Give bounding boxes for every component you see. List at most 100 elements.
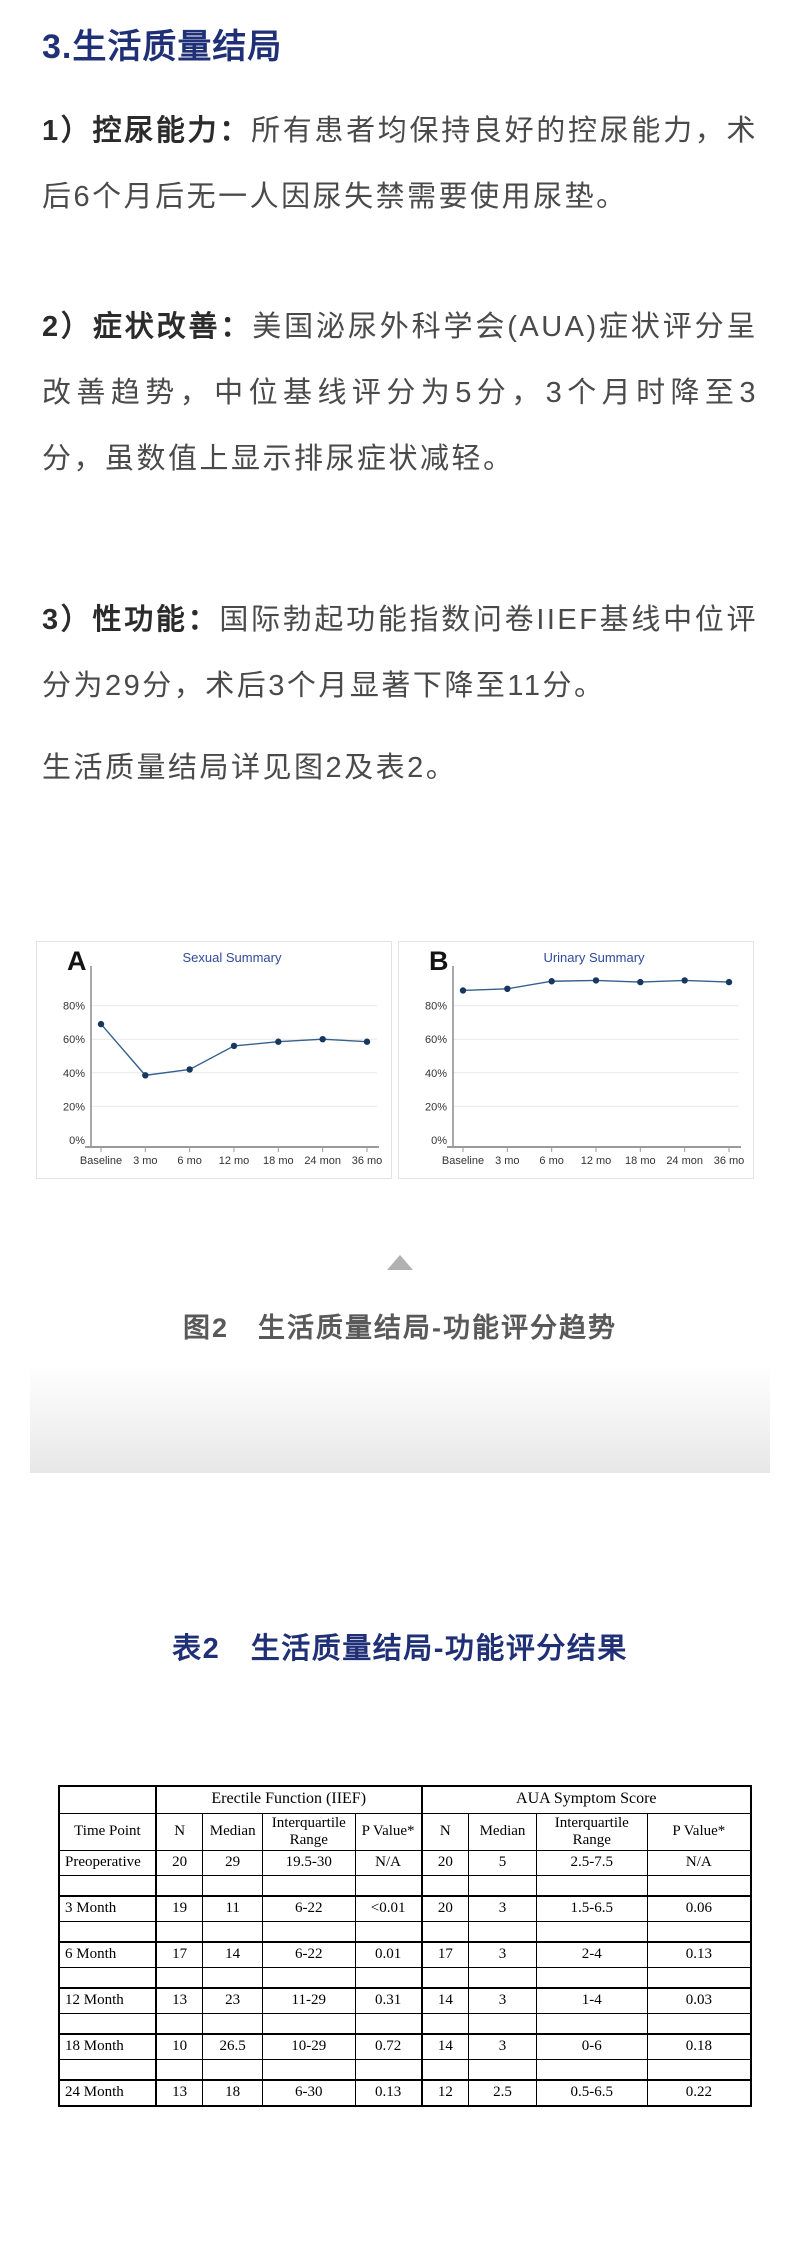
group-header: Erectile Function (IIEF): [154, 1785, 423, 1814]
x-tick-label: 36 mo: [714, 1155, 745, 1167]
column-header: N: [154, 1812, 204, 1852]
table-cell: 10-29: [261, 2033, 356, 2061]
data-point: [275, 1038, 282, 1045]
data-point: [725, 978, 733, 985]
y-tick-label: 60%: [425, 1034, 447, 1046]
x-tick-label: 24 mon: [304, 1155, 341, 1167]
table-cell-empty: [58, 1921, 157, 1943]
series-line: [100, 1023, 368, 1076]
column-header: P Value*: [354, 1812, 423, 1852]
table-cell-empty: [354, 1967, 423, 1989]
x-tick-label: Baseline: [442, 1155, 484, 1167]
table-cell: 18 Month: [58, 2033, 157, 2061]
table-cell: 0.18: [646, 2033, 752, 2061]
table-cell-empty: [261, 1967, 356, 1989]
x-tick-label: Baseline: [80, 1155, 122, 1167]
table-cell-empty: [535, 2013, 648, 2035]
data-point: [363, 1038, 371, 1045]
table-cell: 13: [154, 1987, 204, 2015]
table-cell: 18: [202, 2079, 263, 2107]
table-row: 3 Month 19 11 6-22 <0.01 20 3 1.5-6.5 0.06: [58, 1895, 752, 1923]
data-point: [230, 1042, 238, 1049]
table-column-header-row: Time Point N Median Interquartile Range P Va…: [58, 1812, 752, 1852]
table-cell-empty: [468, 2059, 537, 2081]
results-table: Erectile Function (IIEF) AUA Symptom Scor…: [58, 1784, 752, 2108]
table-cell-empty: [58, 1967, 157, 1989]
chart-panel-a: A Sexual Summary 0% 20% 40% 60% 80% Baseline 3 …: [36, 940, 392, 1179]
paragraph-lead: 2）症状改善：: [42, 310, 253, 343]
figure-2: A Sexual Summary 0% 20% 40% 60% 80% Baseline 3 …: [0, 940, 800, 1473]
table-cell-empty: [468, 1875, 537, 1897]
paragraph-symptom: 2）症状改善：美国泌尿外科学会(AUA)症状评分呈改善趋势，中位基线评分为5分，…: [42, 294, 758, 492]
table-cell-empty: [646, 2013, 752, 2035]
table-cell-empty: [646, 2059, 752, 2081]
data-point: [592, 976, 600, 984]
table-cell: 5: [468, 1850, 537, 1877]
table-cell-empty: [420, 1967, 470, 1989]
x-tick-label: 36 mo: [352, 1155, 383, 1167]
y-tick-label: 40%: [63, 1067, 85, 1079]
table-cell-empty: [535, 1875, 648, 1897]
section-title: 3.生活质量结局: [42, 28, 283, 66]
table-cell: N/A: [646, 1850, 752, 1877]
table-cell: 2.5: [468, 2079, 537, 2107]
data-point: [319, 1035, 326, 1042]
table-cell-empty: [646, 1921, 752, 1943]
table-cell-empty: [646, 1967, 752, 1989]
data-point: [637, 978, 644, 985]
table-cell: Preoperative: [58, 1850, 157, 1877]
table-cell-empty: [202, 2013, 263, 2035]
table-cell-empty: [261, 1921, 356, 1943]
table-row: 12 Month 13 23 11-29 0.31 14 3 1-4 0.03: [58, 1987, 752, 2015]
table-cell: 6-30: [261, 2079, 356, 2107]
table-cell: 24 Month: [58, 2079, 157, 2107]
table-title: 表2 生活质量结局-功能评分结果: [172, 1632, 628, 1665]
table-cell-empty: [468, 1967, 537, 1989]
table-cell: 29: [202, 1850, 263, 1877]
table-row: 18 Month 10 26.5 10-29 0.72 14 3 0-6 0.18: [58, 2033, 752, 2061]
table-group-header-row: Erectile Function (IIEF) AUA Symptom Scor…: [58, 1785, 752, 1814]
table-cell: 11-29: [261, 1987, 356, 2015]
table-cell-empty: [420, 1921, 470, 1943]
table-cell-empty: [354, 2059, 423, 2081]
x-tick-label: 6 mo: [539, 1155, 563, 1167]
column-header: Interquartile Range: [261, 1812, 356, 1852]
column-header: Median: [202, 1812, 263, 1852]
table-cell: 0.13: [646, 1941, 752, 1969]
table-cell: 2-4: [535, 1941, 648, 1969]
table-cell-empty: [261, 1875, 356, 1897]
table-cell: 12: [420, 2079, 470, 2107]
x-tick-label: 18 mo: [625, 1155, 656, 1167]
table-cell-empty: [202, 1875, 263, 1897]
table-cell: 0.72: [354, 2033, 423, 2061]
table-cell: 1-4: [535, 1987, 648, 2015]
table-cell-empty: [154, 2013, 204, 2035]
x-tick-label: 3 mo: [495, 1155, 519, 1167]
x-tick-label: 3 mo: [133, 1155, 157, 1167]
table-cell: 17: [154, 1941, 204, 1969]
collapse-arrow-icon[interactable]: [387, 1254, 413, 1270]
table-cell: 23: [202, 1987, 263, 2015]
data-point: [504, 985, 511, 992]
chart-panel-b: B Urinary Summary 0% 20% 40% 60% 80% Baseline 3…: [398, 940, 754, 1179]
y-tick-label: 0%: [69, 1135, 85, 1147]
table-cell: 11: [202, 1895, 263, 1923]
table-cell-empty: [420, 2013, 470, 2035]
table-cell: 0.5-6.5: [535, 2079, 648, 2107]
spacer-row: [58, 2059, 752, 2081]
table-cell: 13: [154, 2079, 204, 2107]
paragraph-text: 国际勃起功能指数问卷IIEF基线中位评分为29分，术后3个月显著下降至11分。: [42, 603, 758, 702]
table-cell: 6 Month: [58, 1941, 157, 1969]
table-cell-empty: [535, 2059, 648, 2081]
table-cell: 12 Month: [58, 1987, 157, 2015]
table-cell: 3: [468, 1895, 537, 1923]
table-cell-empty: [354, 2013, 423, 2035]
table-cell-empty: [420, 1875, 470, 1897]
table-cell-empty: [58, 2013, 157, 2035]
y-tick-label: 40%: [425, 1067, 447, 1079]
line-chart-urinary: Urinary Summary 0% 20% 40% 60% 80% Baseline 3 m…: [425, 950, 745, 1167]
figure-caption: 图2 生活质量结局-功能评分趋势: [182, 1312, 617, 1343]
panel-letter-label: B: [429, 945, 449, 976]
column-header: Interquartile Range: [535, 1812, 648, 1852]
